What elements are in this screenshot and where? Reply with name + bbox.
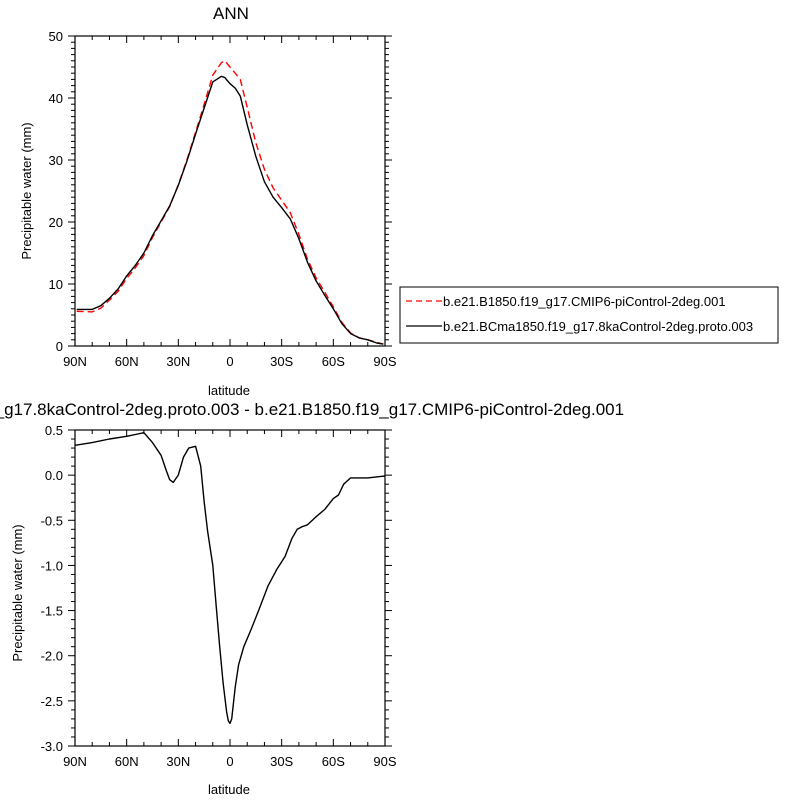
top-x-tick-label: 60N [115, 354, 139, 369]
bottom-y-tick-label: -2.0 [41, 649, 63, 664]
top-y-tick-label: 30 [49, 153, 63, 168]
top-chart: 90N 60N 30N 0 30S 60S 90S 0 10 20 30 40 50 [49, 29, 397, 369]
top-x-tick-label: 30N [166, 354, 190, 369]
bottom-x-tick-label: 0 [226, 754, 233, 769]
top-series-line-2 [76, 75, 384, 345]
legend-box [399, 286, 779, 344]
bottom-y-tick-label: -0.5 [41, 513, 63, 528]
bottom-y-tick-label: 0.5 [45, 423, 63, 438]
top-y-tick-label: 40 [49, 91, 63, 106]
legend: b.e21.B1850.f19_g17.CMIP6-piControl-2deg… [399, 286, 779, 344]
top-chart-title: ANN [213, 4, 249, 23]
top-x-tick-label: 30S [270, 354, 293, 369]
bottom-y-tick-label: -3.0 [41, 739, 63, 754]
bottom-y-tick-label: -2.5 [41, 694, 63, 709]
bottom-chart-ylabel: Precipitable water (mm) [10, 524, 25, 661]
bottom-x-tick-label: 60S [322, 754, 345, 769]
bottom-x-tick-label: 90S [373, 754, 396, 769]
bottom-chart-title: b.e21.BCma1850.f19_g17.8kaControl-2deg.p… [0, 400, 624, 419]
bottom-chart: 90N 60N 30N 0 30S 60S 90S -3.0 -2.5 -2.0 -1.5 -1.0 -… [41, 423, 397, 769]
top-x-tick-label: 90S [373, 354, 396, 369]
top-x-tick-label: 60S [322, 354, 345, 369]
bottom-series-line-1 [74, 432, 386, 725]
bottom-x-tick-label: 60N [115, 754, 139, 769]
top-y-tick-label: 0 [56, 339, 63, 354]
top-x-tick-label: 90N [63, 354, 87, 369]
top-x-tick-label: 0 [226, 354, 233, 369]
top-y-tick-label: 50 [49, 29, 63, 44]
bottom-y-tick-label: -1.0 [41, 558, 63, 573]
bottom-y-tick-label: -1.5 [41, 604, 63, 619]
bottom-x-tick-label: 30N [166, 754, 190, 769]
bottom-plot-frame [74, 429, 386, 747]
top-y-tick-label: 10 [49, 277, 63, 292]
bottom-chart-xlabel: latitude [208, 782, 250, 797]
top-series-line-1 [76, 60, 384, 345]
top-plot-frame [74, 35, 386, 347]
bottom-x-tick-label: 30S [270, 754, 293, 769]
top-y-tick-label: 20 [49, 215, 63, 230]
top-chart-xlabel: latitude [208, 383, 250, 398]
legend-label-series-1: b.e21.B1850.f19_g17.CMIP6-piControl-2deg… [443, 294, 726, 309]
bottom-y-tick-label: 0.0 [45, 468, 63, 483]
bottom-x-tick-label: 90N [63, 754, 87, 769]
top-chart-ylabel: Precipitable water (mm) [19, 122, 34, 259]
legend-label-series-2: b.e21.BCma1850.f19_g17.8kaControl-2deg.p… [443, 319, 753, 334]
